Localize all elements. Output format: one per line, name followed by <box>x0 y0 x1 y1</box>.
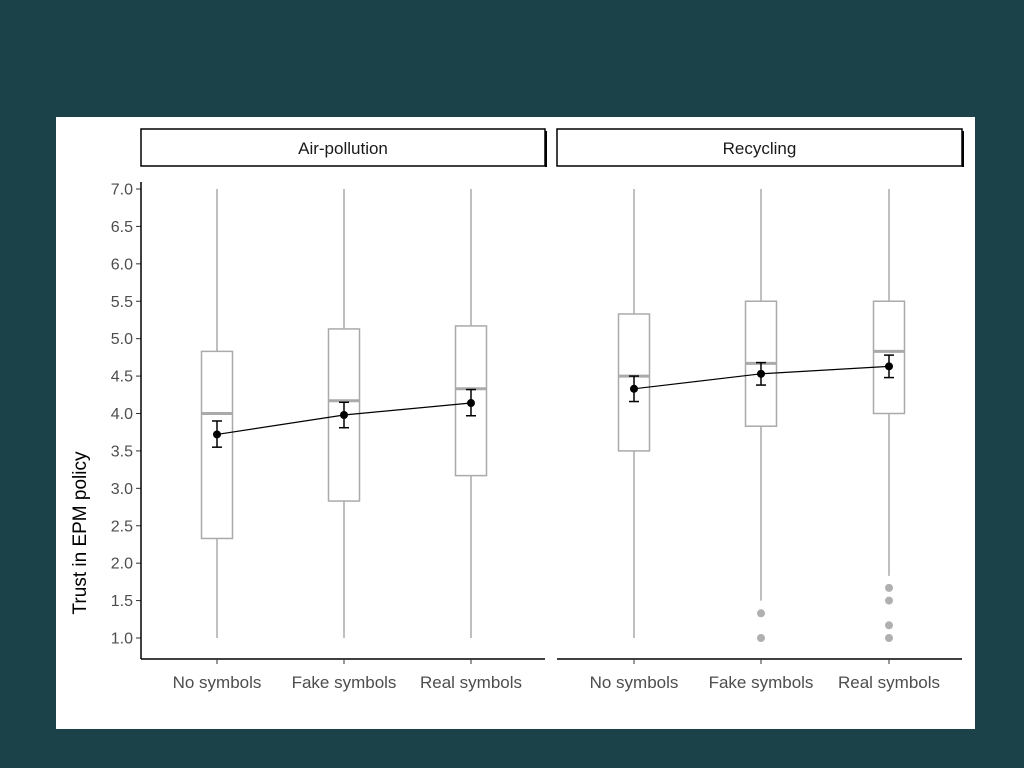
boxplot-chart: Trust in EPM policy 1.0 1.5 2.0 2.5 3.0 3.5 4.… <box>70 128 964 692</box>
facet-label: Recycling <box>723 139 797 158</box>
outlier-point <box>757 634 765 642</box>
y-tick-label: 5.0 <box>111 331 133 348</box>
y-tick-label: 3.0 <box>111 481 133 498</box>
x-tick-label: No symbols <box>173 673 262 692</box>
facet-label: Air-pollution <box>298 139 388 158</box>
x-tick-label: Fake symbols <box>709 673 814 692</box>
y-tick-label: 6.0 <box>111 256 133 273</box>
y-tick-label: 2.0 <box>111 556 133 573</box>
mean-point <box>340 410 348 419</box>
y-tick-label: 7.0 <box>111 182 133 199</box>
x-tick-label: Real symbols <box>838 673 940 692</box>
y-tick-label: 5.5 <box>111 294 133 311</box>
y-axis-label: Trust in EPM policy <box>70 451 91 614</box>
mean-point <box>630 384 638 393</box>
y-tick-label: 1.0 <box>111 631 133 648</box>
y-tick-label: 3.5 <box>111 443 133 460</box>
outlier-point <box>885 583 893 592</box>
mean-point <box>467 399 475 408</box>
y-tick-label: 1.5 <box>111 593 133 610</box>
outlier-point <box>885 596 893 605</box>
mean-point <box>757 369 765 378</box>
chart-card: Trust in EPM policy 1.0 1.5 2.0 2.5 3.0 3.5 4.… <box>56 117 975 729</box>
y-tick-label: 2.5 <box>111 518 133 535</box>
x-tick-label: No symbols <box>590 673 679 692</box>
x-tick-label: Real symbols <box>420 673 522 692</box>
facet-strip <box>556 128 963 167</box>
outlier-point <box>757 609 765 618</box>
y-tick-label: 4.0 <box>111 406 133 423</box>
outlier-point <box>885 634 893 642</box>
y-tick-label: 6.5 <box>111 219 133 236</box>
outlier-point <box>885 621 893 630</box>
x-tick-label: Fake symbols <box>292 673 397 692</box>
mean-point <box>213 430 221 439</box>
y-tick-label: 4.5 <box>111 369 133 386</box>
mean-point <box>885 362 893 371</box>
